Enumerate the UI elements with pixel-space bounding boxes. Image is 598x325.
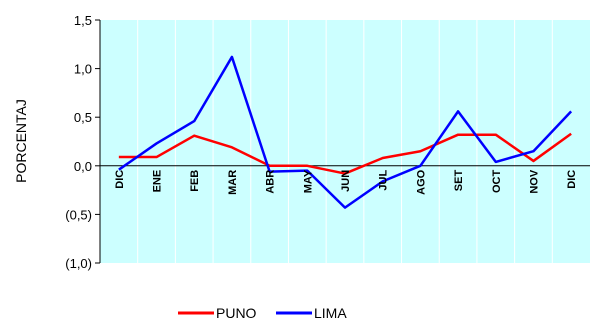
legend-label-puno: PUNO — [216, 305, 257, 321]
x-tick-label: ABR — [265, 170, 277, 194]
x-tick-label: MAY — [302, 169, 314, 193]
y-tick-label: (0,5) — [65, 207, 92, 222]
y-tick-label: (1,0) — [65, 256, 92, 271]
y-tick-label: 0,5 — [74, 110, 92, 125]
x-tick-label: ENE — [152, 170, 164, 193]
x-tick-label: DIC — [114, 170, 126, 189]
x-tick-label: FEB — [189, 170, 201, 192]
series-line-lima — [118, 55, 573, 209]
x-tick-label: NOV — [528, 169, 540, 194]
series-line-puno — [118, 132, 572, 175]
x-tick-label: JUL — [378, 170, 390, 191]
x-tick-label: DIC — [566, 170, 578, 189]
y-axis-title: PORCENTAJ — [13, 99, 29, 183]
y-tick-label: 1,5 — [74, 13, 92, 28]
x-tick-label: AGO — [415, 169, 427, 195]
x-tick-label: JUN — [340, 170, 352, 192]
plot-area — [100, 20, 590, 263]
legend: PUNO LIMA — [178, 305, 347, 321]
vertical-gridlines — [137, 20, 553, 263]
series-layer — [118, 55, 573, 209]
x-tick-labels: DIC ENE FEB MAR ABR MAY JUN JUL AGO SET OCT NOV DIC — [114, 169, 578, 195]
y-tick-label: 1,0 — [74, 62, 92, 77]
x-tick-label: SET — [453, 170, 465, 192]
y-tick-labels: 1,5 1,0 0,5 0,0 (0,5) (1,0) — [65, 13, 100, 271]
y-tick-label: 0,0 — [74, 159, 92, 174]
x-tick-label: OCT — [491, 170, 503, 194]
legend-label-lima: LIMA — [314, 305, 347, 321]
x-tick-label: MAR — [227, 170, 239, 195]
